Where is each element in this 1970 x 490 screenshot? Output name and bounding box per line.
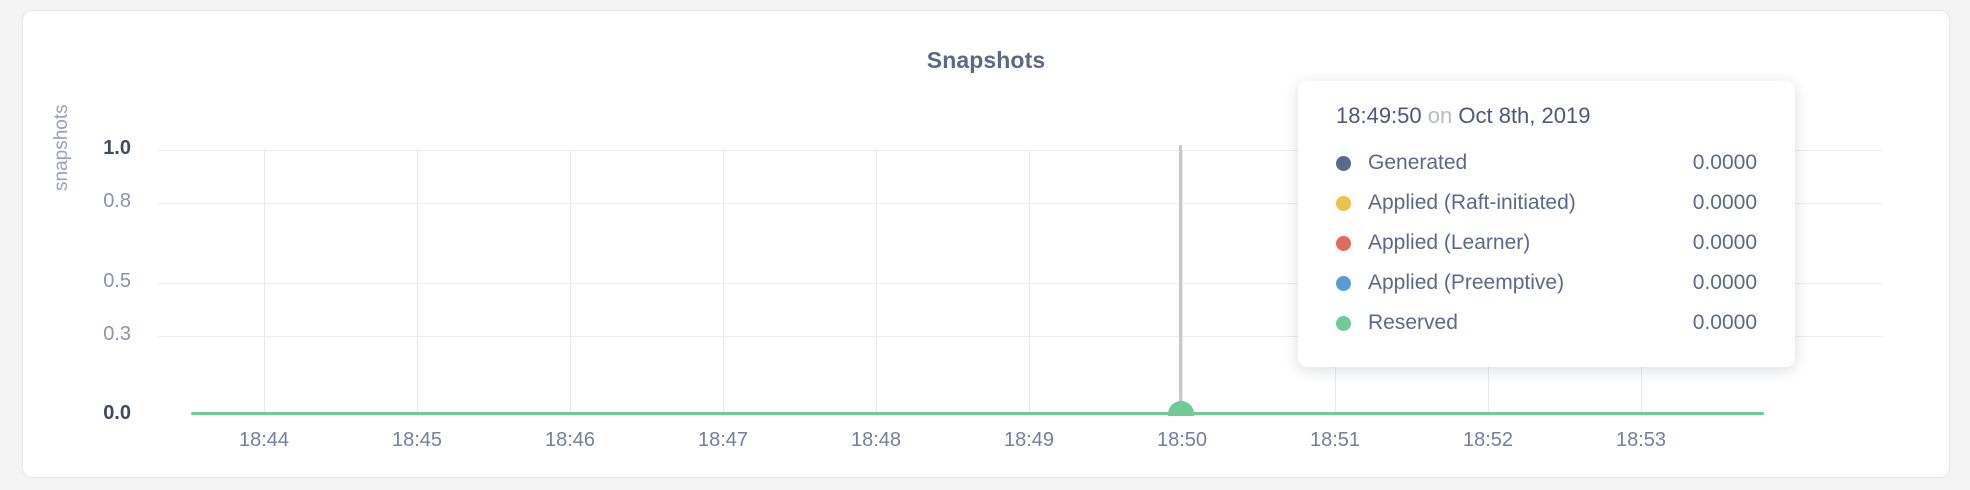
gridline-vertical bbox=[570, 150, 571, 415]
gridline-horizontal bbox=[157, 335, 1883, 337]
series-color-dot-icon bbox=[1336, 275, 1351, 291]
y-tick-label: 0.3 bbox=[103, 322, 131, 345]
tooltip-series-label: Applied (Learner) bbox=[1368, 231, 1531, 254]
tooltip-series-label: Applied (Raft-initiated) bbox=[1368, 191, 1576, 214]
tooltip-series-list: Generated 0.0000 Applied (Raft-initiated) 0… bbox=[1336, 143, 1757, 343]
gridline-vertical bbox=[1182, 150, 1183, 415]
tooltip-series-row: Generated 0.0000 bbox=[1336, 143, 1757, 183]
x-tick-label: 18:44 bbox=[238, 429, 290, 451]
tooltip-series-row: Reserved 0.0000 bbox=[1336, 303, 1757, 343]
tooltip-series-row: Applied (Learner) 0.0000 bbox=[1336, 223, 1757, 263]
tooltip-series-value: 0.0000 bbox=[1692, 231, 1757, 254]
y-tick-label: 0.5 bbox=[103, 269, 131, 292]
hover-point-marker bbox=[1168, 401, 1194, 416]
gridline-vertical bbox=[876, 150, 877, 415]
tooltip-series-row: Applied (Raft-initiated) 0.0000 bbox=[1336, 183, 1757, 223]
tooltip-series-label: Applied (Preemptive) bbox=[1368, 271, 1565, 294]
hover-cursor-line bbox=[1179, 145, 1182, 415]
series-color-dot-icon bbox=[1336, 235, 1351, 251]
series-color-dot-icon bbox=[1336, 195, 1351, 211]
x-tick-label: 18:47 bbox=[697, 429, 749, 451]
y-tick-label: 0.8 bbox=[103, 190, 131, 212]
gridline-horizontal bbox=[157, 203, 1883, 204]
hover-point-clip bbox=[1141, 150, 1221, 416]
gridline-horizontal bbox=[157, 150, 1883, 151]
x-tick-label: 18:51 bbox=[1309, 429, 1361, 451]
gridline-vertical bbox=[264, 150, 265, 415]
tooltip-time: 18:49:50 bbox=[1336, 103, 1422, 128]
tooltip-series-value: 0.0000 bbox=[1692, 271, 1757, 294]
series-line-reserved bbox=[191, 412, 1764, 415]
tooltip-series-value: 0.0000 bbox=[1692, 151, 1757, 174]
y-tick-label: 0.0 bbox=[103, 402, 131, 424]
y-axis-label: snapshots bbox=[51, 104, 72, 191]
gridline-vertical bbox=[417, 150, 418, 415]
series-color-dot-icon bbox=[1336, 155, 1351, 171]
series-color-dot-icon bbox=[1336, 315, 1351, 331]
tooltip-series-value: 0.0000 bbox=[1692, 191, 1757, 214]
x-tick-label: 18:48 bbox=[850, 429, 902, 451]
x-tick-label: 18:50 bbox=[1156, 429, 1208, 451]
gridline-vertical bbox=[1029, 150, 1030, 415]
tooltip-series-label: Generated bbox=[1368, 151, 1468, 174]
gridline-vertical bbox=[723, 150, 724, 415]
y-tick-label: 1.0 bbox=[103, 137, 131, 159]
x-tick-label: 18:53 bbox=[1615, 429, 1667, 451]
x-tick-label: 18:49 bbox=[1003, 429, 1055, 451]
gridline-horizontal bbox=[157, 282, 1883, 284]
x-tick-label: 18:46 bbox=[544, 429, 596, 451]
chart-card: Snapshots snapshots 1.0 0.8 0.5 0.3 0.0 18:4… bbox=[22, 10, 1950, 478]
tooltip-series-value: 0.0000 bbox=[1692, 311, 1757, 334]
tooltip-connector: on bbox=[1427, 103, 1453, 128]
page-title: Snapshots bbox=[926, 47, 1046, 73]
hover-tooltip: 18:49:50 on Oct 8th, 2019 Generated 0.000… bbox=[1298, 81, 1795, 367]
tooltip-series-row: Applied (Preemptive) 0.0000 bbox=[1336, 263, 1757, 303]
x-tick-label: 18:45 bbox=[391, 429, 443, 451]
tooltip-series-label: Reserved bbox=[1368, 311, 1458, 334]
x-tick-label: 18:52 bbox=[1462, 429, 1514, 451]
tooltip-header: 18:49:50 on Oct 8th, 2019 bbox=[1336, 103, 1757, 129]
tooltip-date: Oct 8th, 2019 bbox=[1458, 103, 1591, 128]
